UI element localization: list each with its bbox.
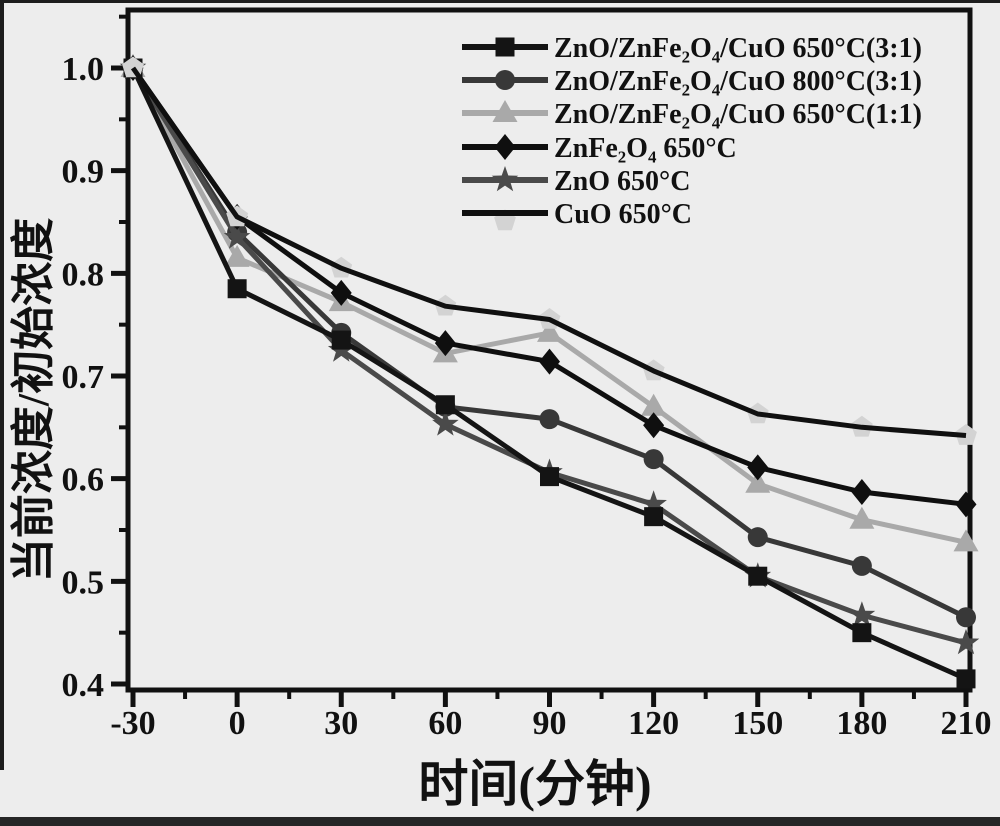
square-marker: [435, 395, 455, 415]
circle-marker: [956, 607, 976, 628]
legend: ZnO/ZnFe₂O₄/CuO 650°C(3:1)ZnO/ZnFe₂O₄/Cu…: [462, 33, 922, 231]
square-marker: [748, 566, 768, 586]
star-marker: [432, 410, 459, 436]
x-tick-label: 30: [324, 705, 358, 742]
legend-item: ZnO/ZnFe₂O₄/CuO 650°C(3:1): [462, 33, 922, 64]
legend-label: ZnO 650°C: [554, 166, 690, 197]
y-tick-label: 0.5: [62, 564, 105, 601]
triangle-marker: [745, 470, 771, 493]
series-line: [130, 66, 968, 620]
circle-marker: [643, 449, 664, 470]
legend-label: ZnO/ZnFe₂O₄/CuO 650°C(3:1): [554, 33, 922, 64]
scan-edge-bottom: [0, 817, 1000, 826]
star-marker: [640, 490, 667, 516]
triangle-marker: [224, 244, 250, 267]
square-marker: [644, 507, 664, 527]
x-tick-label: 150: [732, 705, 783, 742]
diamond-marker: [955, 491, 977, 518]
x-tick-label: 180: [836, 705, 887, 742]
y-tick-label: 0.9: [62, 154, 105, 191]
triangle-marker: [849, 506, 875, 529]
x-tick-label: 120: [628, 705, 679, 742]
circle-marker: [747, 527, 768, 548]
x-tick-label: 60: [428, 705, 462, 742]
legend-label: CuO 650°C: [554, 199, 692, 230]
square-marker: [331, 330, 351, 350]
y-tick-label: 0.6: [62, 462, 105, 499]
circle-marker: [495, 70, 515, 90]
y-tick-label: 0.7: [62, 359, 105, 396]
triangle-marker: [537, 319, 562, 342]
diamond-marker: [643, 412, 665, 439]
y-axis-ticks: 0.4 0.5 0.6 0.7 0.8 0.9 1.0: [62, 14, 128, 704]
diamond-marker: [539, 348, 560, 375]
x-tick-label: 0: [229, 705, 246, 742]
star-marker: [491, 166, 519, 192]
x-tick-label: 210: [941, 705, 992, 742]
y-tick-label: 1.0: [62, 51, 105, 88]
square-marker: [227, 279, 247, 299]
x-axis-ticks: -30 0 30 60 90 120 150 180 210: [110, 690, 992, 742]
diamond-marker: [330, 279, 352, 306]
triangle-marker: [953, 529, 979, 552]
legend-label: ZnO/ZnFe₂O₄/CuO 650°C(1:1): [554, 99, 922, 130]
diamond-marker: [494, 134, 516, 160]
x-axis-title: 时间(分钟): [418, 756, 651, 812]
square-marker: [956, 669, 976, 689]
legend-item: ZnO/ZnFe₂O₄/CuO 800°C(3:1): [462, 66, 922, 97]
x-tick-label: -30: [110, 705, 155, 742]
scan-edge-top: [0, 0, 1000, 3]
square-marker: [495, 37, 515, 57]
legend-item: ZnO 650°C: [462, 166, 690, 197]
triangle-marker: [492, 100, 518, 122]
diamond-marker: [434, 330, 456, 357]
series-line: [130, 66, 967, 438]
series-pentagon: [122, 56, 977, 445]
circle-marker: [851, 555, 872, 576]
triangle-marker: [641, 393, 667, 416]
star-marker: [952, 628, 980, 655]
star-marker: [848, 601, 876, 627]
square-marker: [540, 467, 559, 487]
x-tick-label: 90: [533, 705, 567, 742]
legend-item: CuO 650°C: [462, 199, 692, 231]
diamond-marker: [851, 479, 873, 506]
star-marker: [223, 223, 251, 249]
legend-label: ZnFe₂O₄ 650°C: [554, 133, 737, 164]
y-tick-label: 0.8: [62, 256, 105, 293]
square-marker: [852, 623, 872, 643]
scan-edge-left: [0, 0, 4, 770]
series-circle: [123, 58, 976, 628]
circle-marker: [539, 409, 560, 430]
y-axis-title: 当前浓度/初始浓度: [9, 218, 58, 582]
legend-item: ZnFe₂O₄ 650°C: [462, 133, 737, 164]
y-tick-label: 0.4: [62, 667, 105, 704]
legend-item: ZnO/ZnFe₂O₄/CuO 650°C(1:1): [462, 99, 922, 130]
series-square: [123, 58, 976, 689]
legend-label: ZnO/ZnFe₂O₄/CuO 800°C(3:1): [554, 66, 922, 97]
diamond-marker: [747, 454, 769, 481]
series-line: [130, 66, 967, 507]
